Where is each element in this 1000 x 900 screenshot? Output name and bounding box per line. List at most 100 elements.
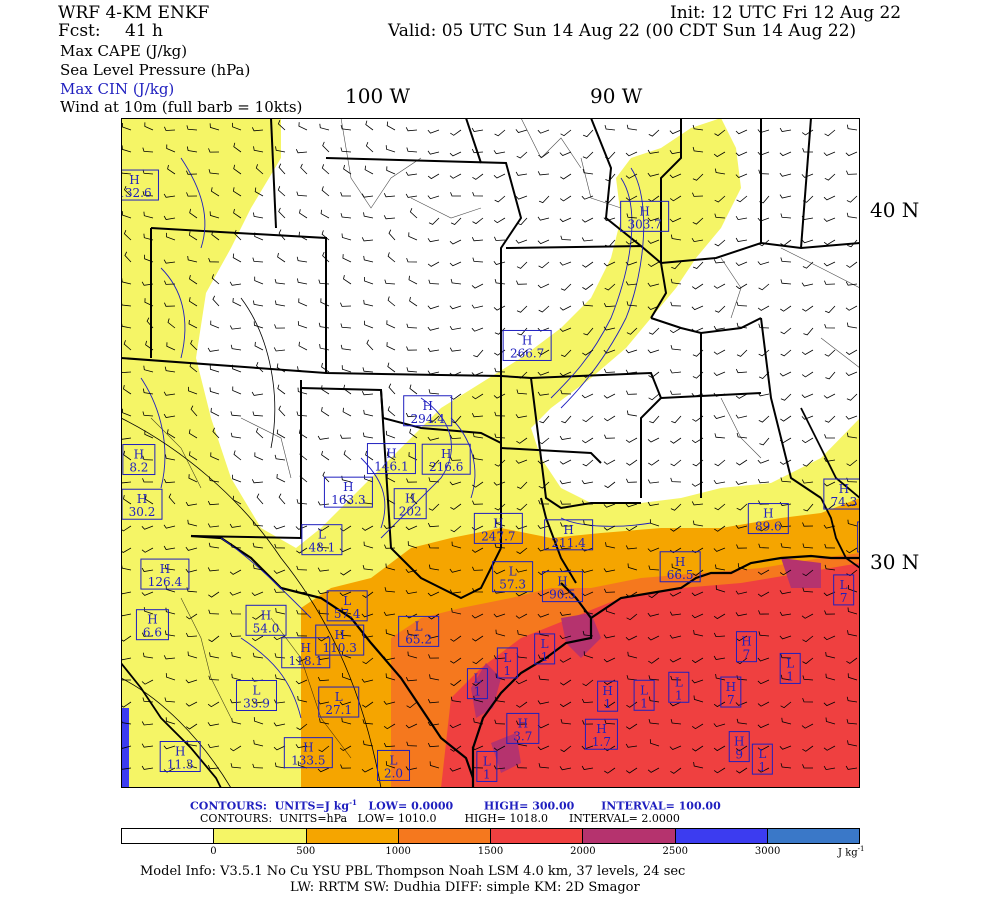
wind-barb: [691, 679, 704, 684]
wind-barb: [121, 591, 132, 595]
pressure-center-value: 27.1: [325, 703, 352, 717]
wind-barb: [515, 459, 528, 464]
wind-barb: [208, 675, 220, 681]
wind-barb: [449, 347, 462, 352]
wind-barb: [450, 129, 462, 136]
wind-barb: [185, 679, 198, 684]
wind-barb: [493, 765, 506, 770]
wind-barb: [735, 767, 748, 774]
wind-barb: [735, 635, 748, 642]
wind-barb: [559, 217, 572, 223]
wind-barb: [207, 567, 220, 572]
wind-barb: [186, 146, 198, 153]
wind-barb: [185, 546, 198, 551]
wind-barb: [494, 349, 506, 356]
wind-barb: [450, 503, 462, 510]
wind-barb: [428, 503, 440, 511]
wind-barb: [647, 239, 660, 244]
wind-barb: [362, 740, 374, 747]
wind-barb: [692, 124, 704, 131]
pressure-center-value: 11.3: [167, 758, 194, 772]
wind-barb: [208, 591, 220, 598]
wind-barb: [427, 699, 440, 704]
wind-barb: [449, 325, 462, 331]
wind-barb: [212, 295, 220, 307]
wind-barb: [297, 387, 308, 395]
wind-barb: [361, 391, 374, 396]
wind-barb: [494, 503, 506, 511]
wind-barb: [669, 217, 682, 223]
pressure-center-type: L: [335, 690, 343, 704]
wind-barb: [339, 547, 352, 553]
wind-barb: [209, 652, 220, 659]
wind-barb: [758, 283, 770, 291]
wind-barb: [317, 525, 330, 532]
wind-barb: [230, 543, 242, 549]
pressure-center-low: L1: [751, 743, 773, 775]
wind-barb: [164, 302, 176, 307]
wind-barb: [735, 173, 748, 178]
wind-barb: [428, 544, 440, 549]
pressure-center-type: H: [422, 399, 432, 413]
wind-barb: [714, 129, 726, 137]
wind-barb: [407, 651, 418, 659]
wind-barb: [670, 675, 682, 681]
wind-barb: [449, 151, 462, 157]
wind-barb: [232, 297, 242, 307]
cin-units: UNITS=J kg: [274, 799, 350, 813]
wind-barb: [210, 452, 220, 461]
wind-barb: [647, 767, 660, 773]
wind-barb: [232, 122, 242, 131]
wind-barb: [427, 326, 440, 331]
wind-barb: [188, 319, 198, 329]
wind-barb: [713, 325, 726, 330]
wind-barb: [365, 450, 374, 461]
wind-barb: [715, 673, 726, 681]
wind-barb: [186, 192, 198, 197]
wind-barb: [451, 415, 462, 424]
wind-barb: [758, 415, 770, 423]
wind-barb: [823, 457, 836, 462]
wind-barb: [144, 298, 154, 307]
wind-barb: [450, 278, 462, 285]
wind-barb: [341, 607, 352, 615]
wind-barb: [274, 588, 286, 593]
wind-barb: [582, 301, 594, 307]
wind-barb: [757, 392, 770, 397]
wind-barb: [515, 613, 528, 619]
wind-barb: [735, 237, 748, 242]
wind-barb: [846, 393, 858, 401]
wind-barb: [757, 591, 770, 597]
wind-barb: [471, 327, 484, 332]
wind-barb: [494, 278, 506, 285]
wind-barb: [254, 452, 264, 461]
wind-barb: [121, 657, 132, 661]
wind-barb: [604, 434, 616, 439]
wind-barb: [188, 386, 198, 395]
pressure-center-type: L: [390, 753, 398, 767]
wind-barb: [625, 591, 638, 598]
wind-barb: [647, 479, 660, 484]
wind-barb: [145, 340, 154, 351]
wind-barb: [296, 547, 308, 554]
wind-barb: [713, 349, 726, 355]
wind-barb: [278, 229, 286, 241]
wind-barb: [802, 459, 814, 467]
wind-barb: [231, 717, 242, 725]
wind-barb: [801, 437, 814, 444]
wind-barb: [648, 657, 660, 664]
wind-barb: [141, 591, 154, 596]
wind-barb: [427, 195, 440, 200]
wind-barb: [450, 696, 462, 703]
wind-barb: [317, 655, 330, 660]
colorbar-swatch: [122, 829, 215, 843]
wind-barb: [714, 168, 726, 175]
pressure-center-type: L: [415, 619, 423, 633]
wind-barb: [757, 679, 770, 685]
pressure-center-type: H: [147, 613, 157, 627]
wind-barb: [251, 699, 264, 704]
wind-barb: [581, 765, 594, 770]
wind-barb: [537, 745, 550, 751]
